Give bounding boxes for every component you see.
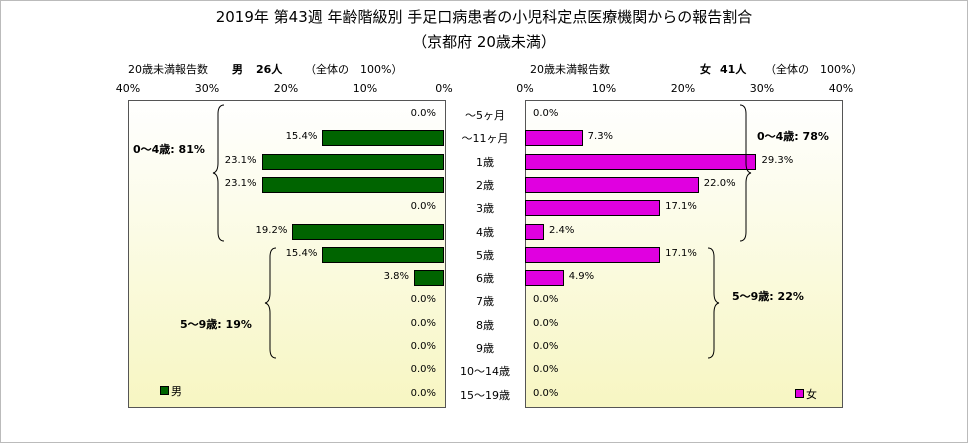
male-value-label: 0.0% xyxy=(410,341,436,352)
male-value-label: 23.1% xyxy=(224,154,257,166)
female-bar xyxy=(525,246,661,263)
female-bar xyxy=(525,130,583,147)
female-bar xyxy=(525,153,757,170)
male-value-label: 3.8% xyxy=(383,271,409,283)
category-label: 7歳 xyxy=(476,295,494,309)
male-value-label: 0.0% xyxy=(410,364,436,376)
category-label: 4歳 xyxy=(476,225,494,239)
male-bar xyxy=(261,176,444,193)
female-value-label: 29.3% xyxy=(761,154,794,166)
female-5-9-group-label: 5～9歳: 22% xyxy=(732,290,804,303)
male-value-label: 0.0% xyxy=(410,387,436,399)
male-bar xyxy=(261,153,444,170)
male-0-4-group-label: 0～4歳: 81% xyxy=(133,143,205,156)
female-value-label: 17.1% xyxy=(665,201,697,213)
male-value-label: 0.0% xyxy=(410,108,436,119)
category-label: 1歳 xyxy=(476,155,494,169)
male-value-label: 0.0% xyxy=(410,317,436,329)
category-label: 15～19歳 xyxy=(460,388,510,402)
left-header-note: （全体の 100%） xyxy=(305,63,403,76)
male-legend-swatch xyxy=(160,386,169,395)
male-bar xyxy=(322,130,444,147)
category-label: 9歳 xyxy=(476,342,494,355)
tick-right-0: 0% xyxy=(516,82,534,95)
male-5-9-brace xyxy=(264,247,277,359)
male-bar xyxy=(292,223,444,240)
chart-subtitle: （京都府 20歳未満） xyxy=(412,33,556,51)
left-header-sex: 男 xyxy=(232,63,243,76)
female-value-label: 17.1% xyxy=(665,247,697,259)
female-legend: 女 xyxy=(795,386,817,402)
female-value-label: 7.3% xyxy=(587,131,614,143)
category-label: 5歳 xyxy=(476,248,494,262)
category-label: ～11ヶ月 xyxy=(461,132,509,146)
female-bar xyxy=(525,223,544,240)
tick-left-40: 40% xyxy=(115,82,141,95)
female-value-label: 0.0% xyxy=(533,364,559,376)
female-bar xyxy=(525,200,661,217)
male-5-9-group-label: 5～9歳: 19% xyxy=(180,318,252,331)
female-bar xyxy=(525,176,699,193)
female-value-label: 0.0% xyxy=(533,108,559,119)
male-0-4-brace xyxy=(212,104,225,242)
tick-right-30: 30% xyxy=(749,82,775,95)
category-label: 6歳 xyxy=(476,272,494,286)
male-value-label: 0.0% xyxy=(410,294,436,306)
male-value-label: 15.4% xyxy=(285,247,318,259)
tick-left-0: 0% xyxy=(435,82,453,95)
category-label: 8歳 xyxy=(476,318,494,332)
tick-right-40: 40% xyxy=(828,82,854,95)
male-value-label: 19.2% xyxy=(255,224,288,236)
category-label: 3歳 xyxy=(476,202,494,216)
tick-right-20: 20% xyxy=(670,82,696,95)
male-value-label: 15.4% xyxy=(285,131,318,143)
right-header-label: 20歳未満報告数 xyxy=(530,63,610,76)
category-label: ～5ヶ月 xyxy=(465,109,505,122)
female-bar xyxy=(525,270,564,287)
female-5-9-brace xyxy=(707,247,720,359)
chart-title: 2019年 第43週 年齢階級別 手足口病患者の小児科定点医療機関からの報告割合 xyxy=(215,8,753,26)
male-legend-label: 男 xyxy=(171,385,182,398)
category-label: 10～14歳 xyxy=(460,365,510,379)
right-header-note: （全体の 100%） xyxy=(765,63,863,76)
tick-right-10: 10% xyxy=(591,82,617,95)
female-value-label: 0.0% xyxy=(533,387,559,399)
male-value-label: 23.1% xyxy=(224,177,257,189)
female-value-label: 22.0% xyxy=(703,177,736,189)
female-legend-swatch xyxy=(795,389,804,398)
tick-left-20: 20% xyxy=(273,82,299,95)
female-0-4-group-label: 0～4歳: 78% xyxy=(757,130,829,143)
male-value-label: 0.0% xyxy=(410,201,436,213)
female-value-label: 0.0% xyxy=(533,294,559,306)
male-bar xyxy=(322,246,444,263)
right-header-count: 41人 xyxy=(720,63,747,76)
female-value-label: 0.0% xyxy=(533,317,559,329)
female-value-label: 2.4% xyxy=(548,224,575,236)
female-0-4-brace xyxy=(739,104,752,242)
female-value-label: 0.0% xyxy=(533,341,559,352)
left-header-count: 26人 xyxy=(256,63,283,76)
category-label: 2歳 xyxy=(476,178,494,192)
right-header-sex: 女 xyxy=(700,63,711,76)
left-header-label: 20歳未満報告数 xyxy=(128,63,208,76)
tick-left-30: 30% xyxy=(194,82,220,95)
tick-left-10: 10% xyxy=(352,82,378,95)
female-legend-label: 女 xyxy=(806,388,817,401)
male-bar xyxy=(413,270,444,287)
female-value-label: 4.9% xyxy=(568,271,595,283)
male-legend: 男 xyxy=(160,383,182,399)
